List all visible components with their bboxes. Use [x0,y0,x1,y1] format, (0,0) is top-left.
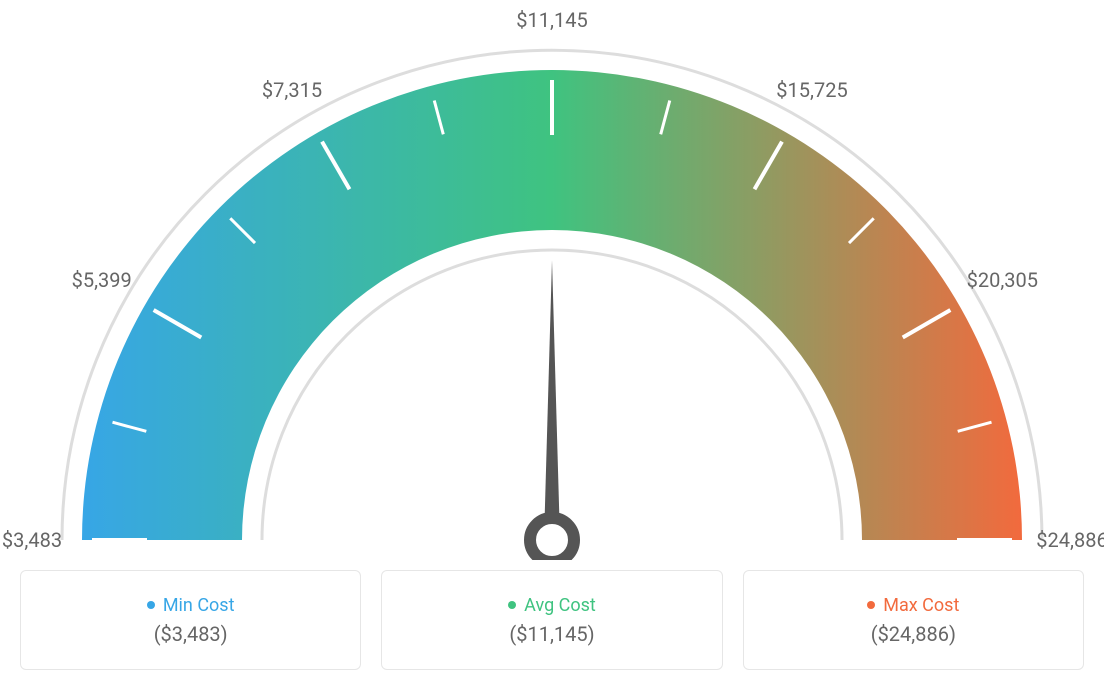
avg-cost-value: ($11,145) [509,622,594,646]
summary-cards: Min Cost ($3,483) Avg Cost ($11,145) Max… [20,570,1084,670]
gauge-chart: $3,483 $5,399 $7,315 $11,145 $15,725 $20,305 $… [0,0,1104,560]
needle-hub [530,518,574,560]
max-cost-label-row: Max Cost [867,595,959,616]
min-cost-label: Min Cost [163,595,235,616]
avg-cost-label-row: Avg Cost [508,595,596,616]
gauge-tick-label: $5,399 [72,268,132,292]
chart-container: $3,483 $5,399 $7,315 $11,145 $15,725 $20,305 $… [0,0,1104,690]
max-cost-label: Max Cost [883,595,959,616]
gauge-needle [530,260,574,560]
avg-cost-card: Avg Cost ($11,145) [381,570,722,670]
gauge-tick-label: $7,315 [262,78,322,102]
max-cost-value: ($24,886) [871,622,956,646]
avg-cost-dot [508,601,516,609]
max-cost-dot [867,601,875,609]
gauge-tick-label: $24,886 [1036,528,1104,552]
avg-cost-label: Avg Cost [524,595,596,616]
min-cost-label-row: Min Cost [147,595,235,616]
gauge-tick-label: $3,483 [2,528,62,552]
gauge-tick-label: $15,725 [776,78,847,102]
min-cost-dot [147,601,155,609]
min-cost-value: ($3,483) [154,622,228,646]
gauge-tick-label: $11,145 [516,8,587,32]
max-cost-card: Max Cost ($24,886) [743,570,1084,670]
gauge-svg [0,0,1104,560]
gauge-tick-label: $20,305 [967,268,1038,292]
needle-pointer [544,260,560,540]
min-cost-card: Min Cost ($3,483) [20,570,361,670]
